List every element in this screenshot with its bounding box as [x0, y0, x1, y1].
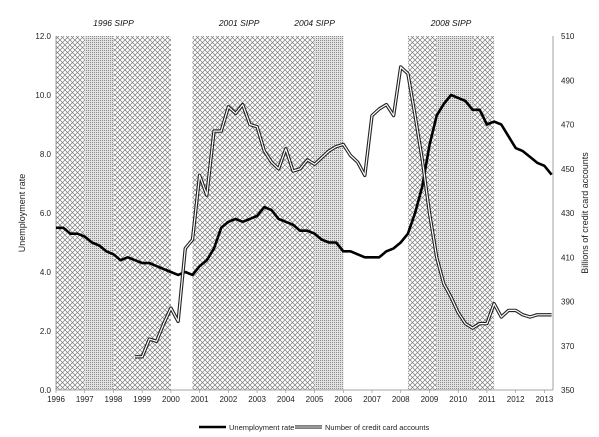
y2-tick-label: 450 — [561, 165, 575, 174]
y2-tick-label: 490 — [561, 76, 575, 85]
x-tick-label: 2007 — [363, 395, 381, 404]
series-line-unemployment — [56, 93, 553, 277]
sipp-panel-band — [192, 36, 286, 390]
y2-tick-label: 510 — [561, 32, 575, 41]
legend: Unemployment rate Number of credit card … — [199, 423, 429, 432]
y2-tick-label: 410 — [561, 253, 575, 262]
x-tick-label: 1996 — [47, 395, 65, 404]
sipp-panel-subband — [84, 36, 114, 390]
y-tick-label: 10.0 — [35, 91, 51, 100]
y-tick-label: 2.0 — [40, 327, 52, 336]
sipp-panel-label: 1996 SIPP — [93, 18, 134, 28]
x-tick-label: 2004 — [277, 395, 295, 404]
y2-tick-label: 430 — [561, 209, 575, 218]
x-tick-label: 2008 — [392, 395, 410, 404]
sipp-panel-label: 2008 SIPP — [430, 18, 472, 28]
x-tick-labels: 1996 1997 1998 1999 2000 2001 2002 2003 2004 2005… — [47, 390, 554, 404]
x-tick-label: 1997 — [76, 395, 94, 404]
y-tick-label: 0.0 — [40, 386, 52, 395]
x-tick-label: 2002 — [219, 395, 237, 404]
x-tick-label: 2001 — [191, 395, 209, 404]
y2-tick-label: 390 — [561, 298, 575, 307]
y-tick-label: 12.0 — [35, 32, 51, 41]
y2-tick-label: 370 — [561, 342, 575, 351]
sipp-panel-label: 2001 SIPP — [218, 18, 260, 28]
x-tick-label: 2006 — [334, 395, 352, 404]
y-tick-label: 6.0 — [40, 209, 52, 218]
legend-label-credit-accounts: Number of credit card accounts — [325, 423, 429, 432]
axes — [55, 36, 554, 391]
x-tick-label: 2005 — [306, 395, 324, 404]
sipp-panel-label: 2004 SIPP — [293, 18, 335, 28]
y-tick-label: 4.0 — [40, 268, 52, 277]
y2-axis-label: Billions of credit card accounts — [580, 152, 590, 274]
left-tick-labels: 0.0 2.0 4.0 6.0 8.0 10.0 12.0 — [35, 32, 51, 395]
legend-label-unemployment: Unemployment rate — [229, 423, 294, 432]
x-tick-label: 2010 — [449, 395, 467, 404]
y2-tick-label: 350 — [561, 386, 575, 395]
series-line-credit-accounts-inner — [135, 66, 552, 358]
y2-tick-label: 470 — [561, 121, 575, 130]
x-tick-label: 2009 — [421, 395, 439, 404]
sipp-panels: 1996 SIPP 2001 SIPP 2004 SIPP 2008 SIPP — [56, 18, 495, 390]
x-tick-label: 1999 — [133, 395, 151, 404]
x-tick-label: 2000 — [162, 395, 180, 404]
x-tick-label: 1998 — [105, 395, 123, 404]
sipp-panel-subband — [314, 36, 344, 390]
series-lines — [56, 65, 553, 359]
y-tick-label: 8.0 — [40, 150, 52, 159]
x-tick-label: 2013 — [535, 395, 553, 404]
sipp-panel-subband — [436, 36, 473, 390]
y-axis-label: Unemployment rate — [17, 174, 27, 253]
right-tick-labels: 350 370 390 410 430 450 470 490 510 — [561, 32, 575, 395]
x-tick-label: 2003 — [248, 395, 266, 404]
x-tick-label: 2012 — [507, 395, 525, 404]
x-tick-label: 2011 — [478, 395, 496, 404]
